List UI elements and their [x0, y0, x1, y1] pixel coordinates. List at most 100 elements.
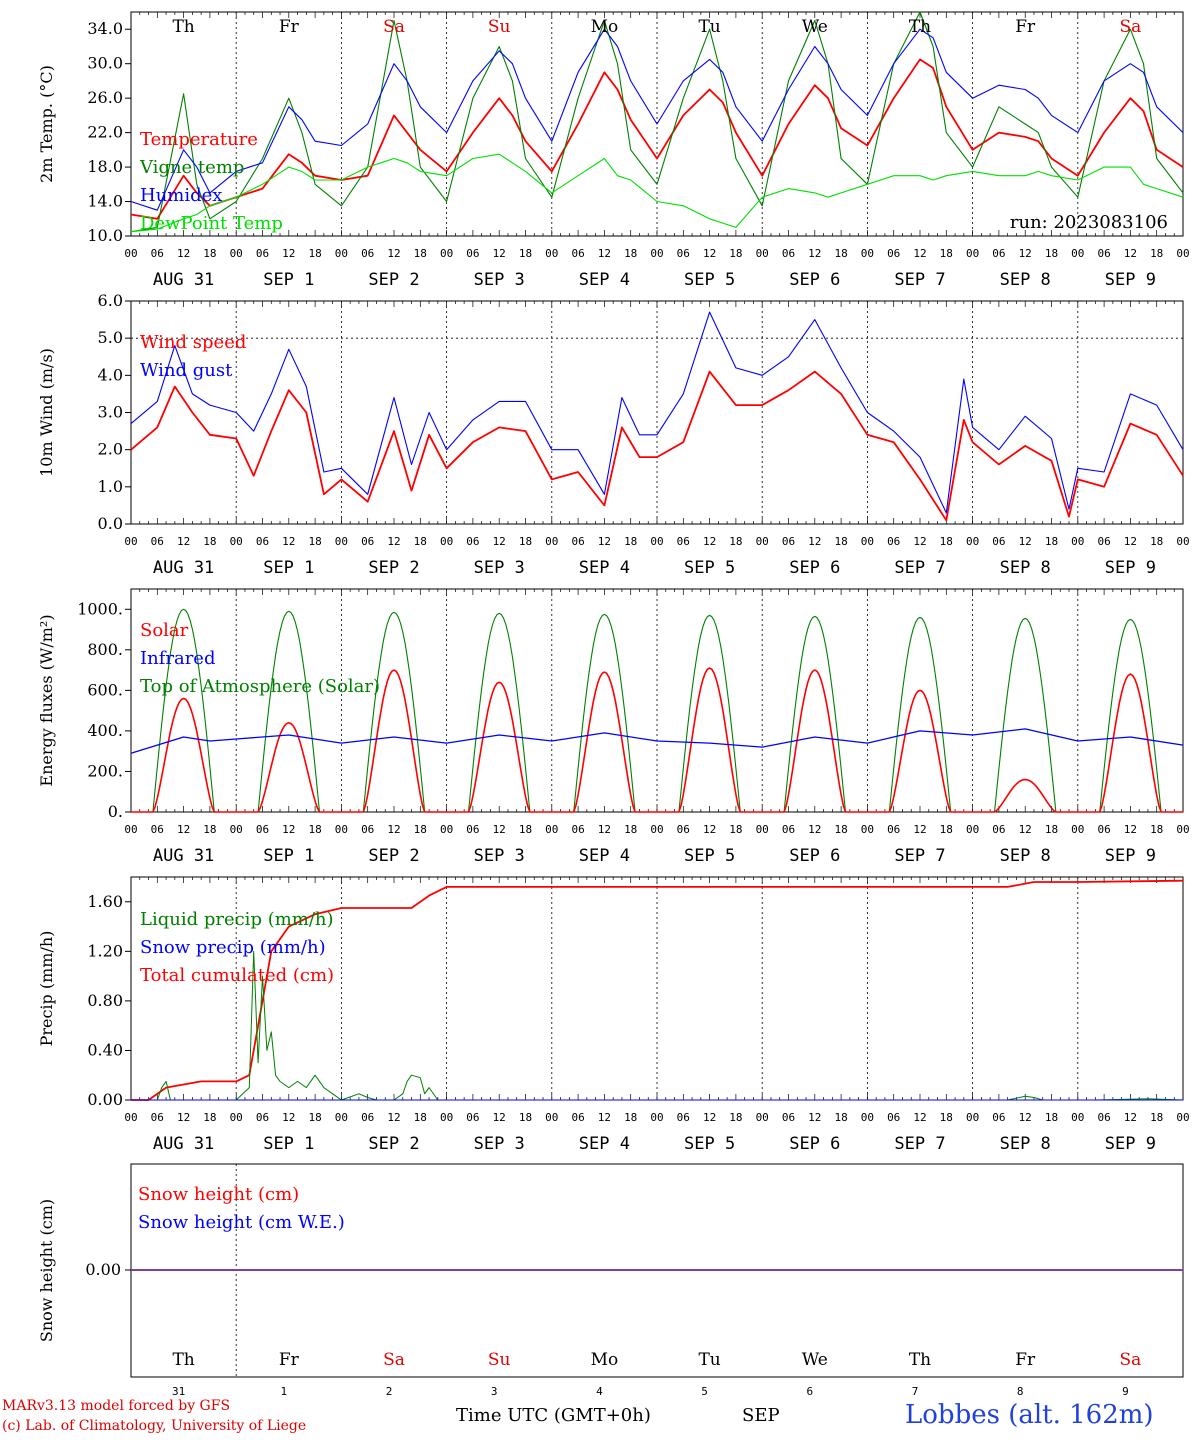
- x-hour-label: 18: [414, 823, 427, 836]
- x-hour-label: 00: [650, 247, 663, 260]
- meteogram-chart: 10.014.018.022.026.030.034.02m Temp. (°C…: [37, 11, 1190, 1398]
- x-hour-label: 18: [1045, 1111, 1058, 1124]
- y-tick-label: 400.: [87, 721, 123, 740]
- y-tick-label: 0.00: [87, 1090, 123, 1109]
- weekday-label: Sa: [1120, 17, 1142, 37]
- x-hour-label: 00: [230, 1111, 243, 1124]
- x-date-label: AUG 31: [153, 1134, 214, 1154]
- x-hour-label: 06: [361, 1111, 374, 1124]
- y-tick-label: 6.0: [98, 291, 123, 310]
- y-tick-label: 18.0: [87, 157, 123, 176]
- legend-entry: Liquid precip (mm/h): [140, 909, 334, 930]
- x-hour-label: 12: [177, 247, 190, 260]
- x-hour-label: 12: [282, 247, 295, 260]
- x-hour-label: 00: [1176, 1111, 1189, 1124]
- x-hour-label: 06: [887, 535, 900, 548]
- x-hour-label: 00: [861, 1111, 874, 1124]
- x-hour-label: 06: [361, 823, 374, 836]
- x-hour-label: 06: [1097, 247, 1110, 260]
- x-hour-label: 00: [545, 1111, 558, 1124]
- x-date-label: SEP 1: [263, 1134, 314, 1154]
- bottom-day-number: 1: [280, 1385, 287, 1398]
- x-date-label: SEP 9: [1105, 1134, 1156, 1154]
- x-date-label: SEP 4: [579, 846, 630, 866]
- panel-2: [125, 300, 1184, 525]
- x-hour-label: 06: [151, 247, 164, 260]
- x-date-label: AUG 31: [153, 846, 214, 866]
- legend-entry: DewPoint Temp: [140, 213, 283, 234]
- month-label: SEP: [742, 1405, 780, 1426]
- series-infrared: [130, 728, 1184, 754]
- x-date-label: SEP 7: [894, 1134, 945, 1154]
- x-hour-label: 12: [808, 247, 821, 260]
- legend-entry: Infrared: [140, 648, 215, 669]
- y-tick-label: 34.0: [87, 19, 123, 38]
- x-hour-label: 00: [756, 535, 769, 548]
- x-hour-label: 00: [440, 535, 453, 548]
- x-hour-label: 06: [256, 535, 269, 548]
- x-hour-label: 12: [1124, 1111, 1137, 1124]
- x-date-label: SEP 1: [263, 558, 314, 578]
- x-hour-label: 06: [1097, 535, 1110, 548]
- x-hour-label: 00: [1071, 1111, 1084, 1124]
- x-date-label: SEP 1: [263, 270, 314, 290]
- x-hour-label: 00: [861, 247, 874, 260]
- x-hour-label: 06: [992, 1111, 1005, 1124]
- x-date-label: AUG 31: [153, 558, 214, 578]
- x-date-label: SEP 8: [1000, 270, 1051, 290]
- x-hour-label: 06: [677, 535, 690, 548]
- x-hour-label: 06: [361, 247, 374, 260]
- bottom-weekday-label: Sa: [383, 1350, 405, 1370]
- x-date-label: AUG 31: [153, 270, 214, 290]
- bottom-weekday-label: Mo: [591, 1350, 619, 1370]
- y-tick-label: 5.0: [98, 328, 123, 347]
- x-hour-label: 18: [203, 535, 216, 548]
- x-date-label: SEP 5: [684, 558, 735, 578]
- x-hour-label: 18: [729, 247, 742, 260]
- x-hour-label: 18: [940, 823, 953, 836]
- legend-entry: Snow height (cm W.E.): [138, 1212, 345, 1233]
- x-hour-label: 12: [282, 535, 295, 548]
- x-hour-label: 18: [624, 1111, 637, 1124]
- x-hour-label: 12: [387, 535, 400, 548]
- x-hour-label: 06: [151, 823, 164, 836]
- x-hour-label: 18: [519, 535, 532, 548]
- y-axis-label: Snow height (cm): [37, 1199, 56, 1342]
- series-humidex: [130, 28, 1184, 211]
- x-hour-label: 00: [230, 247, 243, 260]
- x-hour-label: 18: [203, 823, 216, 836]
- x-date-label: SEP 3: [474, 1134, 525, 1154]
- weekday-label: We: [802, 17, 828, 37]
- panel-5: [125, 1163, 1184, 1378]
- weekday-label: Fr: [1015, 17, 1036, 37]
- x-date-label: SEP 7: [894, 270, 945, 290]
- x-hour-label: 00: [650, 535, 663, 548]
- x-hour-label: 06: [782, 1111, 795, 1124]
- series-wind-gust: [130, 311, 1184, 514]
- x-hour-label: 00: [966, 247, 979, 260]
- x-hour-label: 06: [887, 823, 900, 836]
- x-date-label: SEP 8: [1000, 1134, 1051, 1154]
- y-tick-label: 200.: [87, 761, 123, 780]
- x-hour-label: 00: [650, 823, 663, 836]
- y-tick-label: 600.: [87, 680, 123, 699]
- weekday-label: Mo: [591, 17, 619, 37]
- series-temperature: [130, 58, 1184, 220]
- x-hour-label: 06: [571, 823, 584, 836]
- y-tick-label: 0.00: [85, 1260, 121, 1279]
- y-tick-label: 1.60: [87, 892, 123, 911]
- bottom-day-number: 2: [386, 1385, 393, 1398]
- y-tick-label: 2.0: [98, 440, 123, 459]
- bottom-weekday-label: Th: [172, 1350, 194, 1370]
- x-hour-label: 12: [913, 535, 926, 548]
- x-hour-label: 00: [861, 823, 874, 836]
- x-hour-label: 18: [729, 535, 742, 548]
- x-hour-label: 12: [808, 535, 821, 548]
- x-hour-label: 00: [650, 1111, 663, 1124]
- x-hour-label: 06: [571, 1111, 584, 1124]
- x-hour-label: 06: [782, 247, 795, 260]
- x-hour-label: 12: [1019, 823, 1032, 836]
- series-vigne-temp: [130, 11, 1184, 233]
- y-tick-label: 0.: [108, 802, 123, 821]
- x-hour-label: 12: [703, 823, 716, 836]
